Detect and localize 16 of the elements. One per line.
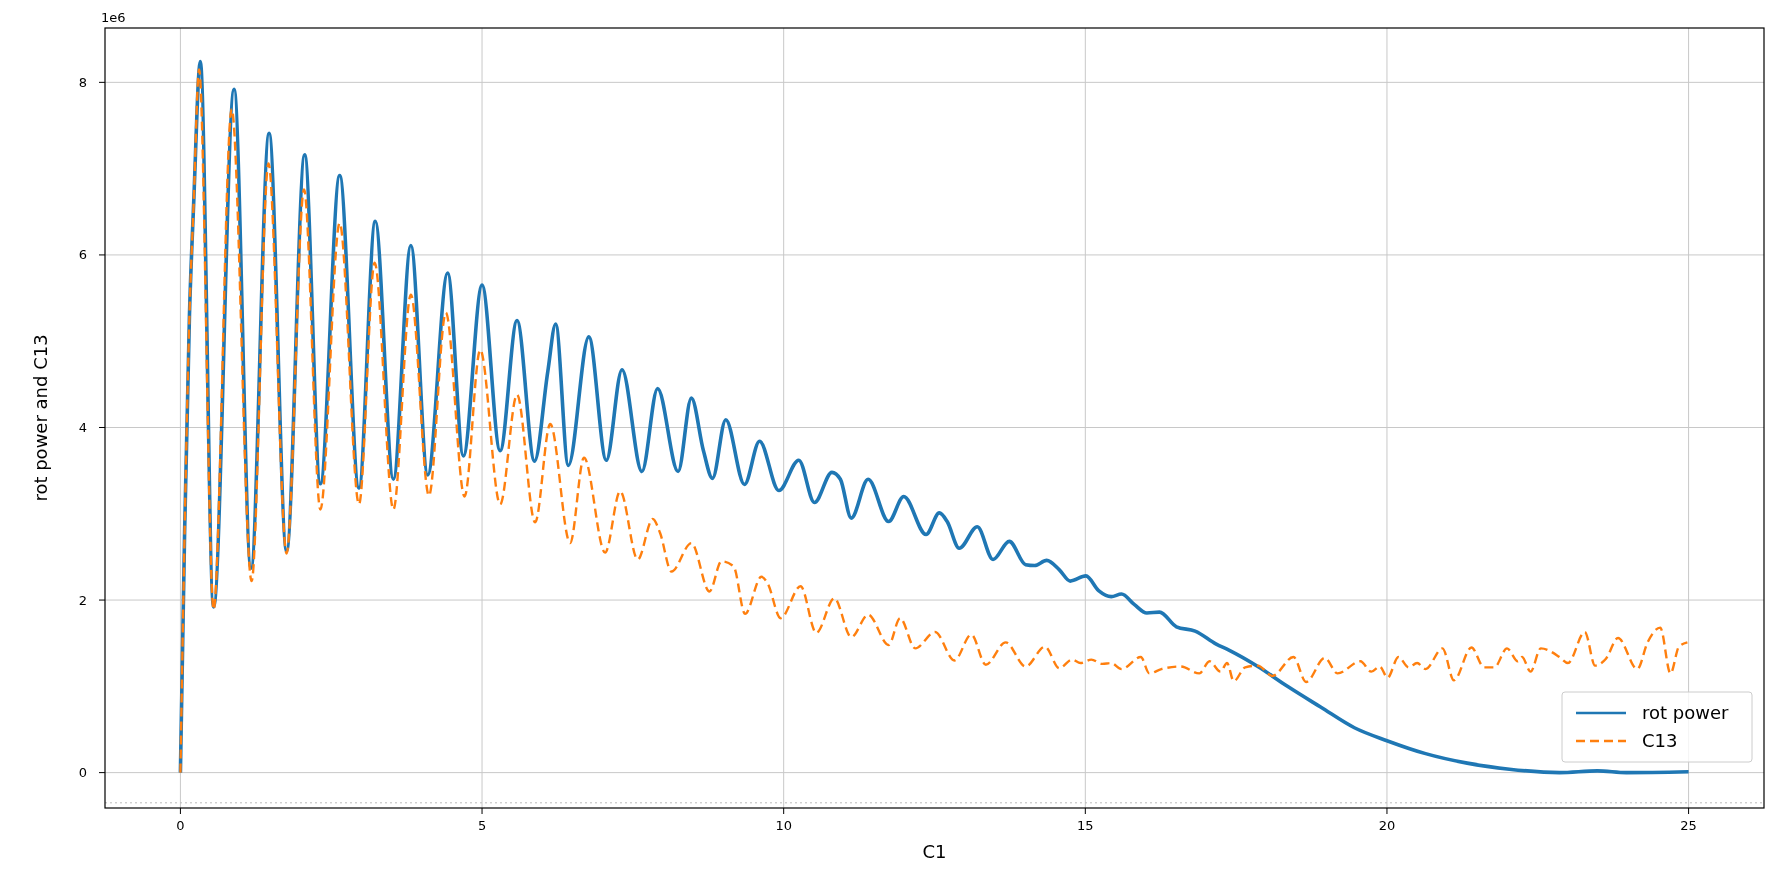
y-tick-label: 4 (78, 420, 87, 436)
x-axis-title: C1 (922, 841, 947, 862)
x-tick-label: 25 (1680, 818, 1697, 833)
x-tick-label: 5 (477, 818, 487, 833)
y-tick-label: 0 (78, 765, 87, 781)
x-tick-label: 10 (775, 818, 792, 833)
x-tick-label: 0 (176, 818, 185, 833)
y-axis-title: rot power and C13 (30, 334, 51, 502)
y-tick-label: 2 (78, 592, 87, 608)
text: 1e6 (101, 10, 126, 25)
legend-label: C13 (1642, 730, 1678, 752)
x-tick-label: 20 (1378, 818, 1396, 833)
x-tick-label: 15 (1077, 818, 1094, 833)
y-tick-label: 6 (78, 247, 87, 263)
y-tick-label: 8 (78, 74, 87, 90)
legend-label: rot power (1642, 702, 1730, 724)
